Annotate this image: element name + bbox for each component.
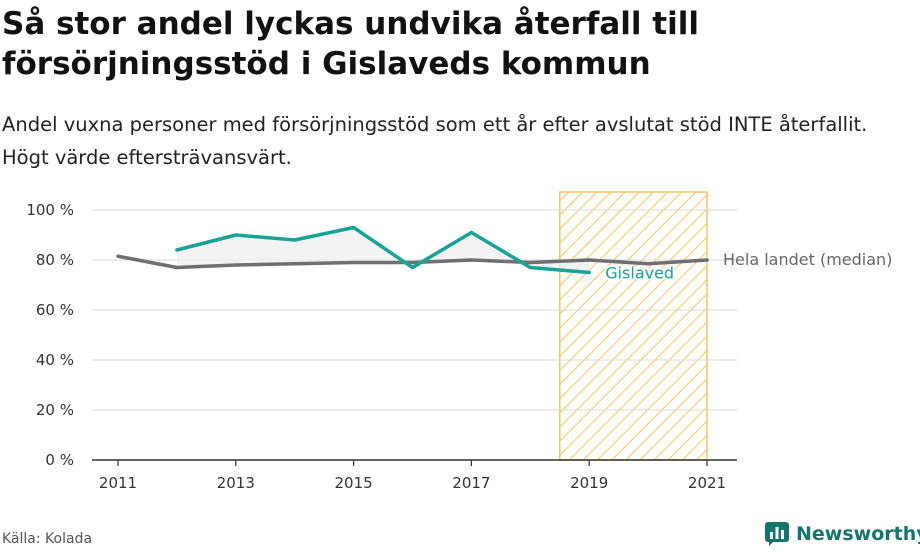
- data-point-national-median: [646, 262, 650, 266]
- data-point-gislaved: [528, 266, 532, 269]
- chart-subtitle: Andel vuxna personer med försörjningsstö…: [2, 113, 868, 169]
- x-tick-label: 2015: [335, 474, 373, 492]
- data-point-national-median: [116, 254, 120, 258]
- y-tick-label: 40 %: [36, 351, 74, 369]
- data-point-gislaved: [234, 233, 238, 237]
- data-point-national-median: [175, 266, 179, 269]
- x-tick-label: 2011: [99, 474, 137, 492]
- y-tick-label: 60 %: [36, 301, 74, 319]
- data-point-national-median: [705, 258, 709, 262]
- source-note: Källa: Kolada: [2, 531, 93, 547]
- data-point-gislaved: [293, 238, 297, 242]
- x-tick-label: 2019: [570, 474, 608, 492]
- brand-name: Newsworthy: [796, 523, 920, 545]
- data-point-national-median: [469, 258, 473, 262]
- y-tick-label: 80 %: [36, 251, 74, 269]
- data-point-national-median: [352, 261, 356, 264]
- chart-title: Så stor andel lyckas undvika återfall ti…: [2, 6, 699, 82]
- data-point-national-median: [587, 258, 591, 262]
- y-tick-label: 100 %: [26, 201, 74, 219]
- series-line-gislaved: [175, 225, 591, 275]
- brand-logo: Newsworthy: [764, 518, 920, 550]
- data-point-national-median: [234, 263, 238, 267]
- data-point-national-median: [528, 261, 532, 264]
- data-point-national-median: [293, 262, 297, 266]
- data-point-gislaved: [411, 266, 414, 269]
- data-point-gislaved: [352, 226, 356, 229]
- data-point-national-median: [411, 261, 414, 264]
- x-tick-label: 2017: [452, 474, 490, 492]
- data-point-gislaved: [587, 271, 591, 274]
- y-tick-label: 0 %: [45, 451, 74, 469]
- x-tick-label: 2021: [688, 474, 726, 492]
- data-point-gislaved: [175, 248, 179, 252]
- data-point-gislaved: [469, 231, 473, 234]
- highlight-range: [559, 191, 708, 461]
- y-tick-label: 20 %: [36, 401, 74, 419]
- series-label-gislaved: Gislaved: [605, 264, 674, 283]
- series-label-national-median: Hela landet (median): [723, 250, 892, 269]
- newsworthy-icon: [765, 522, 789, 546]
- line-chart: 0 % 20 % 40 % 60 % 80 % 100 % 2011 2013 2015 2017…: [26, 191, 892, 492]
- x-tick-label: 2013: [217, 474, 255, 492]
